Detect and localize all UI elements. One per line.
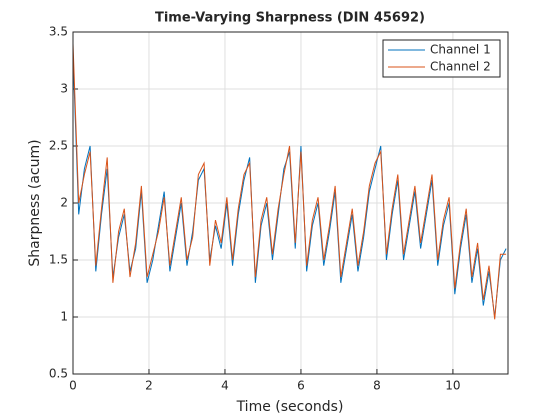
x-axis-label: Time (seconds)	[236, 399, 344, 415]
y-tick-label: 1.5	[49, 253, 68, 267]
y-tick-label: 2.5	[49, 139, 68, 153]
y-tick-label: 1	[60, 310, 68, 324]
x-tick-label: 4	[221, 379, 229, 393]
x-tick-label: 2	[145, 379, 153, 393]
y-axis-label: Sharpness (acum)	[27, 139, 43, 266]
legend-label: Channel 2	[430, 60, 491, 74]
axes-box	[72, 31, 509, 375]
chart-title: Time-Varying Sharpness (DIN 45692)	[155, 11, 425, 26]
data-line	[72, 43, 507, 320]
legend-box	[382, 39, 501, 78]
x-tick-label: 0	[69, 379, 77, 393]
x-tick-label: 8	[373, 379, 381, 393]
legend-label: Channel 1	[430, 43, 491, 57]
y-tick-label: 2	[60, 196, 68, 210]
y-tick-label: 3.5	[49, 25, 68, 39]
y-tick-label: 0.5	[49, 367, 68, 381]
x-tick-label: 10	[445, 379, 460, 393]
x-tick-label: 6	[297, 379, 305, 393]
y-tick-label: 3	[60, 82, 68, 96]
